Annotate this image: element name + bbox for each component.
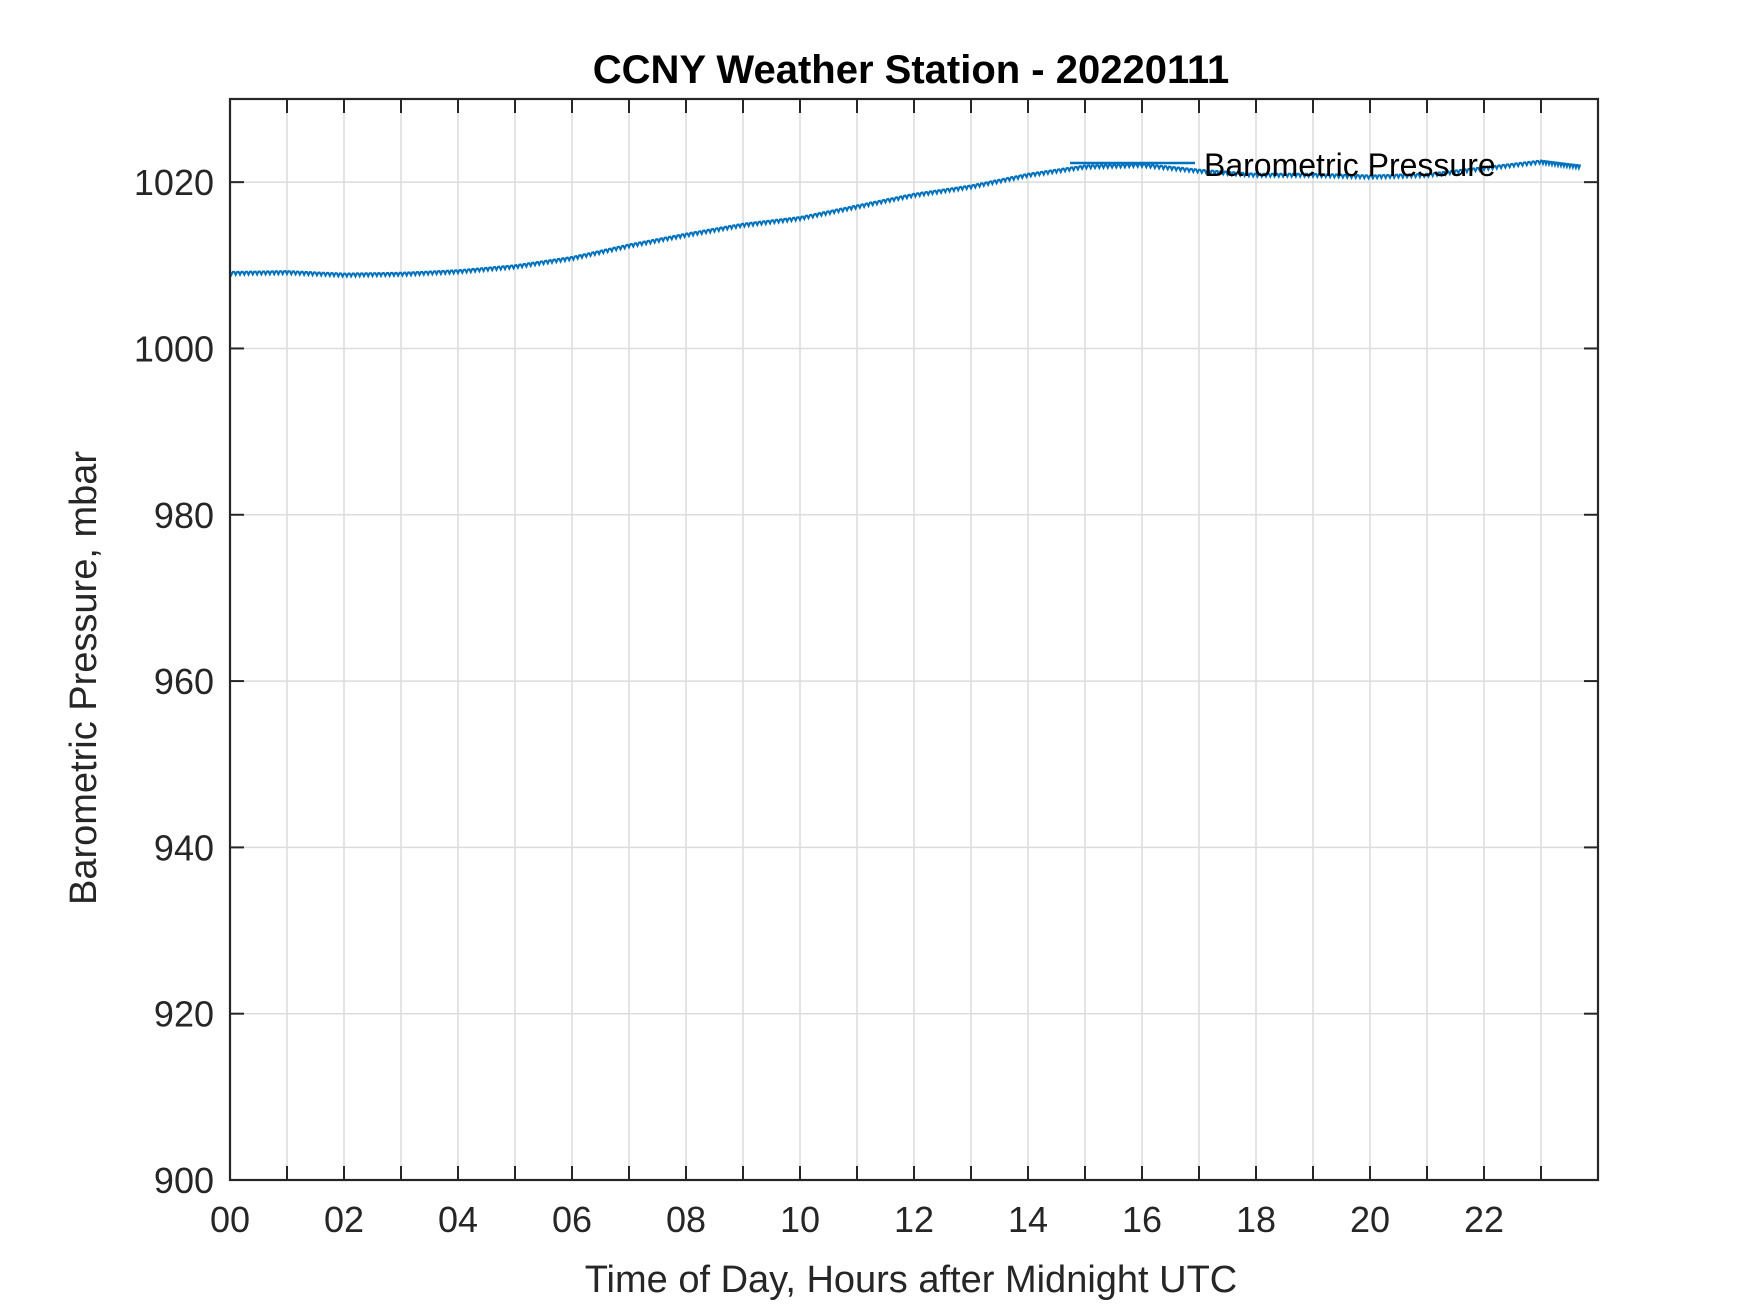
legend-label: Barometric Pressure	[1204, 147, 1496, 183]
y-tick-label: 940	[154, 827, 214, 868]
y-tick-label: 1000	[134, 328, 214, 369]
x-tick-label: 22	[1464, 1199, 1504, 1240]
y-tick-label: 960	[154, 661, 214, 702]
grid	[230, 99, 1598, 1180]
y-axis-label: Barometric Pressure, mbar	[63, 451, 105, 905]
chart-title: CCNY Weather Station - 20220111	[593, 48, 1230, 92]
x-tick-label: 10	[780, 1199, 820, 1240]
y-tick-label: 980	[154, 495, 214, 536]
series-line	[229, 159, 1581, 279]
x-tick-label: 08	[666, 1199, 706, 1240]
x-tick-label: 18	[1236, 1199, 1276, 1240]
legend: Barometric Pressure	[1070, 147, 1496, 183]
x-tick-label: 16	[1122, 1199, 1162, 1240]
y-tick-label: 900	[154, 1160, 214, 1201]
x-tick-label: 02	[324, 1199, 364, 1240]
x-tick-label: 20	[1350, 1199, 1390, 1240]
x-tick-label: 04	[438, 1199, 478, 1240]
x-tick-label: 00	[210, 1199, 250, 1240]
y-tick-label: 920	[154, 994, 214, 1035]
x-axis-label: Time of Day, Hours after Midnight UTC	[585, 1259, 1238, 1301]
x-tick-label: 06	[552, 1199, 592, 1240]
y-tick-label: 1020	[134, 162, 214, 203]
ticks	[230, 99, 1598, 1181]
tick-labels: 00 02 04 06 08 10 12 14 16 18 20 22 900 920 940 960 980 1…	[134, 162, 1504, 1240]
x-tick-label: 12	[894, 1199, 934, 1240]
series-layer	[229, 159, 1581, 279]
x-tick-label: 14	[1008, 1199, 1048, 1240]
